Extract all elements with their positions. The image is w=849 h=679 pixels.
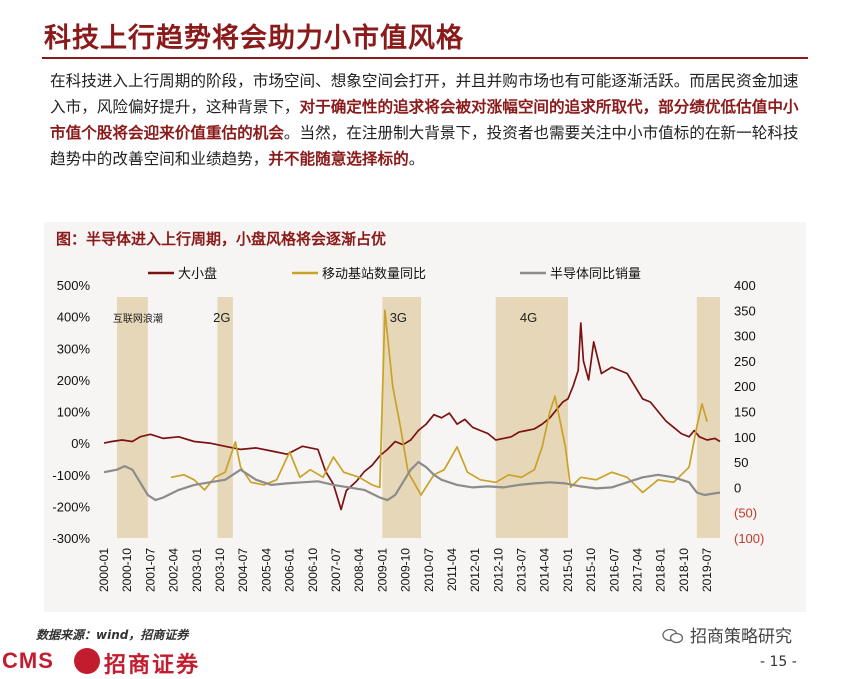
x-tick-label: 2015-01 xyxy=(561,548,575,592)
x-tick-label: 2009-10 xyxy=(399,548,413,592)
page-number: - 15 - xyxy=(760,654,797,670)
y-left-tick-label: 100% xyxy=(57,405,91,420)
y-right-tick-label: 150 xyxy=(734,405,756,420)
title-rule xyxy=(42,57,808,59)
x-tick-label: 2016-07 xyxy=(607,548,621,592)
x-tick-label: 2012-10 xyxy=(491,548,505,592)
wechat-icon xyxy=(662,628,684,644)
shaded-period-3 xyxy=(495,297,568,538)
x-tick-label: 2012-01 xyxy=(468,548,482,592)
y-right-tick-label: 400 xyxy=(734,278,756,293)
shaded-period-label: 2G xyxy=(213,310,230,325)
y-right-tick-label: 300 xyxy=(734,329,756,344)
wechat-account: 招商策略研究 xyxy=(662,622,792,647)
x-tick-label: 2010-07 xyxy=(422,548,436,592)
x-tick-label: 2008-04 xyxy=(352,548,366,592)
y-right-tick-label: 200 xyxy=(734,379,756,394)
body-paragraph: 在科技进入上行周期的阶段，市场空间、想象空间会打开，并且并购市场也有可能逐渐活跃… xyxy=(50,68,810,172)
legend-entry: 半导体同比销量 xyxy=(550,266,641,281)
y-left-tick-label: 300% xyxy=(57,341,91,356)
data-source: 数据来源：wind，招商证券 xyxy=(36,628,189,642)
chart-caption: 图：半导体进入上行周期，小盘风格将会逐渐占优 xyxy=(56,230,387,248)
y-right-tick-label: 250 xyxy=(734,354,756,369)
slide-title: 科技上行趋势将会助力小市值风格 xyxy=(44,23,464,54)
shaded-period-1 xyxy=(217,297,233,538)
x-tick-label: 2005-04 xyxy=(259,548,273,592)
y-left-tick-label: 500% xyxy=(57,278,91,293)
shaded-period-label: 互联网浪潮 xyxy=(113,312,163,325)
legend-entry: 大小盘 xyxy=(178,266,217,281)
x-tick-label: 2006-10 xyxy=(306,548,320,592)
body-text-2: 。当然，在注册制大背景下，投资者也需要关注中小市值标的在新一轮科技趋势中的改善空… xyxy=(50,124,799,168)
body-text-3: 。 xyxy=(408,150,425,168)
x-tick-label: 2003-01 xyxy=(190,548,204,592)
x-tick-label: 2002-04 xyxy=(167,548,181,592)
shaded-period-label: 4G xyxy=(520,310,537,325)
x-tick-label: 2018-01 xyxy=(654,548,668,592)
x-tick-label: 2001-07 xyxy=(143,548,157,592)
y-left-tick-label: 200% xyxy=(57,373,91,388)
shaded-period-label: 3G xyxy=(390,310,407,325)
y-left-tick-label: -100% xyxy=(52,468,90,483)
x-tick-label: 2009-01 xyxy=(375,548,389,592)
shaded-period-4 xyxy=(696,297,720,538)
logo-cms-text: CMS xyxy=(2,648,54,673)
series-line-0 xyxy=(103,322,721,511)
y-right-tick-label: 100 xyxy=(734,430,756,445)
x-tick-label: 2007-07 xyxy=(329,548,343,592)
x-tick-label: 2013-07 xyxy=(515,548,529,592)
shaded-period-0 xyxy=(116,297,148,538)
logo-company-name: 招商证券 xyxy=(104,653,201,678)
x-tick-label: 2003-10 xyxy=(213,548,227,592)
y-left-tick-label: 400% xyxy=(57,310,91,325)
y-right-tick-label: (100) xyxy=(734,531,764,546)
x-tick-label: 2018-10 xyxy=(677,548,691,592)
body-highlight-2: 并不能随意选择标的 xyxy=(268,150,409,168)
body-text-1: 在科技进入上行周期的阶段，市场空间、想象空间会打开，并且并购市场也有可能逐渐活跃… xyxy=(50,72,799,116)
body-highlight-1: 对于确定性的追求将会被对涨幅空间的追求所取代，部分绩优低估值中小市值个股将会迎来… xyxy=(50,98,799,142)
x-tick-label: 2011-04 xyxy=(445,548,459,591)
y-left-tick-label: -200% xyxy=(52,499,90,514)
y-right-tick-label: (50) xyxy=(734,506,757,521)
logo-badge-icon xyxy=(74,648,100,674)
x-tick-label: 2006-01 xyxy=(283,548,297,592)
x-tick-label: 2000-10 xyxy=(120,548,134,592)
chart-panel xyxy=(44,222,806,612)
y-right-tick-label: 50 xyxy=(734,455,748,470)
y-right-tick-label: 350 xyxy=(734,303,756,318)
x-tick-label: 2019-07 xyxy=(700,548,714,592)
y-left-tick-label: 0% xyxy=(71,436,90,451)
x-tick-label: 2004-07 xyxy=(236,548,250,592)
y-left-tick-label: -300% xyxy=(52,531,90,546)
x-tick-label: 2017-04 xyxy=(631,548,645,592)
legend-entry: 移动基站数量同比 xyxy=(322,266,426,281)
x-tick-label: 2015-10 xyxy=(584,548,598,592)
wechat-account-name: 招商策略研究 xyxy=(690,627,792,647)
shaded-period-2 xyxy=(382,297,422,538)
series-line-2 xyxy=(103,461,721,502)
x-tick-label: 2014-04 xyxy=(538,548,552,592)
x-tick-label: 2000-01 xyxy=(97,548,111,592)
y-right-tick-label: 0 xyxy=(734,480,741,495)
series-line-1 xyxy=(170,309,708,496)
